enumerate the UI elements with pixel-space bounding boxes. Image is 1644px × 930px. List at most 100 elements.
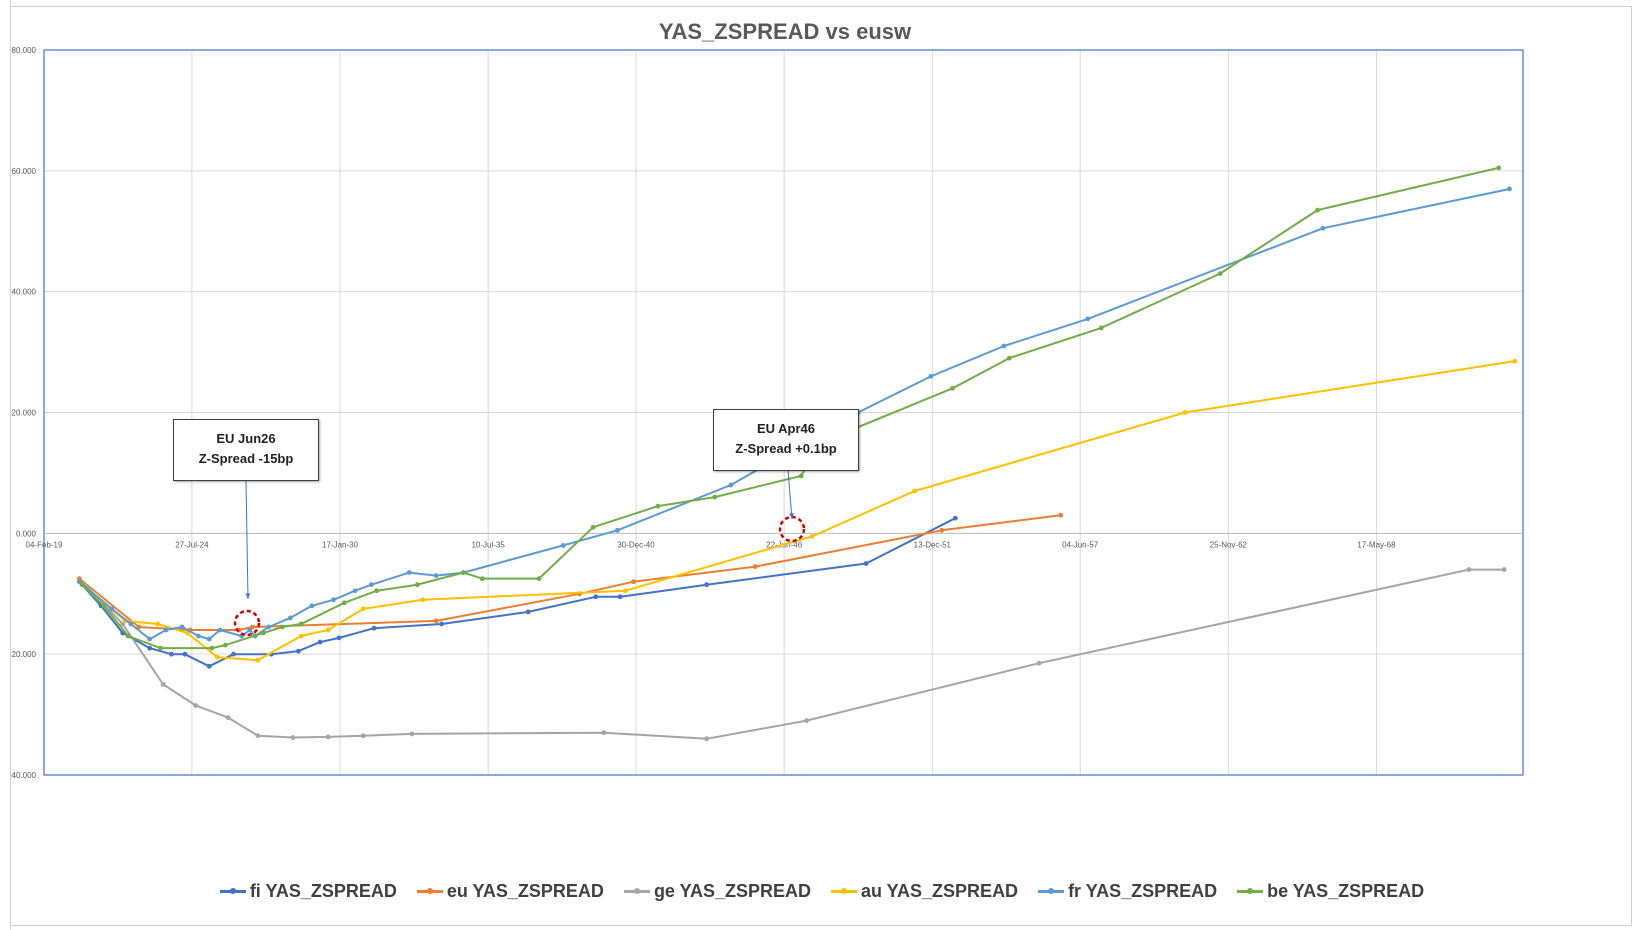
series-point-2	[193, 703, 199, 708]
series-point-4	[728, 482, 734, 488]
series-point-0	[525, 609, 531, 615]
series-point-3	[809, 533, 815, 539]
series-point-4	[195, 633, 201, 639]
x-tick-label: 04-Jun-57	[1062, 540, 1099, 549]
series-point-5	[1217, 271, 1223, 276]
legend-item: au YAS_ZSPREAD	[831, 881, 1018, 902]
highlight-circle-eu-apr46	[778, 515, 806, 543]
legend-label: fr YAS_ZSPREAD	[1068, 880, 1218, 901]
series-point-3	[155, 621, 161, 627]
series-point-5	[460, 570, 466, 576]
annotation-callout-eu-jun26: EU Jun26 Z-Spread -15bp	[173, 419, 319, 481]
series-point-3	[1512, 358, 1518, 364]
series-point-4	[614, 527, 620, 533]
series-point-5	[479, 576, 485, 582]
x-tick-label: 27-Jul-24	[175, 540, 209, 549]
series-point-5	[1496, 165, 1502, 171]
series-point-4	[928, 373, 934, 379]
series-point-1	[752, 564, 758, 569]
legend-item: ge YAS_ZSPREAD	[623, 880, 811, 902]
series-point-4	[266, 624, 272, 630]
series-point-5	[279, 624, 285, 630]
legend-swatch	[1038, 887, 1065, 894]
series-point-4	[309, 603, 315, 609]
series-point-4	[1085, 316, 1091, 322]
series-point-2	[804, 718, 810, 724]
series-point-4	[163, 627, 169, 633]
series-point-4	[1001, 343, 1007, 349]
series-point-2	[255, 733, 261, 739]
series-point-5	[101, 603, 107, 609]
series-point-5	[158, 645, 163, 651]
series-point-4	[247, 627, 253, 633]
y-tick-label: -20.000	[11, 650, 37, 659]
series-point-5	[79, 582, 85, 588]
series-line-1	[78, 514, 1061, 631]
x-tick-label: 25-Nov-62	[1210, 540, 1248, 549]
series-point-5	[1006, 355, 1012, 361]
legend-item: fi YAS_ZSPREAD	[219, 881, 397, 902]
series-point-3	[912, 488, 918, 494]
series-point-2	[290, 735, 296, 740]
series-point-3	[360, 606, 366, 612]
series-point-1	[939, 527, 945, 533]
series-point-0	[168, 651, 174, 657]
series-point-0	[439, 621, 445, 627]
y-tick-label: 40.000	[12, 288, 37, 297]
series-point-3	[1182, 410, 1188, 415]
annotation-line-1: EU Jun26	[216, 431, 276, 446]
chart-title: YAS_ZSPREAD vs eusw	[659, 19, 912, 44]
series-point-0	[336, 635, 342, 641]
chart-legend: fi YAS_ZSPREAD eu YAS_ZSPREAD ge YAS_ZSPRE…	[0, 878, 1644, 904]
series-point-0	[371, 625, 377, 631]
legend-swatch	[219, 887, 246, 894]
series-point-3	[185, 630, 190, 636]
series-point-4	[1320, 225, 1326, 231]
series-point-4	[109, 606, 115, 612]
series-point-3	[325, 627, 331, 633]
series-line-3	[81, 360, 1516, 662]
series-point-3	[255, 657, 261, 663]
x-tick-label: 10-Jul-35	[471, 540, 505, 549]
series-point-2	[325, 734, 331, 740]
series-point-5	[125, 633, 131, 639]
series-point-1	[1058, 512, 1064, 518]
series-point-0	[317, 639, 323, 645]
annotation-line-2: Z-Spread +0.1bp	[735, 441, 837, 456]
series-point-4	[352, 588, 358, 594]
series-point-0	[863, 561, 869, 566]
y-tick-label: 80.000	[12, 46, 37, 55]
highlight-circle-eu-jun26	[233, 609, 261, 637]
series-point-2	[704, 736, 709, 742]
legend-swatch	[1237, 887, 1264, 894]
legend-swatch	[831, 887, 857, 894]
annotation-arrow-eu-apr46	[787, 469, 793, 520]
series-line-5	[81, 166, 1499, 650]
legend-label: be YAS_ZSPREAD	[1267, 880, 1425, 901]
series-point-5	[414, 582, 420, 588]
series-point-0	[182, 651, 188, 657]
series-point-2	[225, 715, 231, 721]
series-point-3	[214, 654, 220, 660]
legend-swatch	[416, 887, 443, 894]
series-point-1	[136, 624, 142, 630]
series-point-5	[712, 494, 718, 500]
series-point-0	[952, 515, 958, 521]
annotation-arrow-eu-jun26	[245, 479, 249, 600]
series-point-0	[147, 645, 153, 651]
series-line-2	[84, 568, 1505, 740]
series-point-1	[433, 618, 439, 624]
legend-label: au YAS_ZSPREAD	[861, 880, 1019, 901]
series-point-4	[406, 570, 412, 576]
plot-border	[43, 49, 1524, 776]
series-point-5	[798, 473, 804, 479]
series-point-5	[298, 621, 304, 627]
series-point-5	[950, 385, 955, 391]
legend-label: ge YAS_ZSPREAD	[653, 880, 811, 901]
series-point-4	[217, 627, 223, 633]
series-point-2	[360, 733, 366, 739]
series-point-3	[623, 588, 628, 594]
series-point-5	[536, 576, 542, 582]
series-point-5	[209, 645, 215, 651]
series-point-4	[179, 624, 185, 630]
